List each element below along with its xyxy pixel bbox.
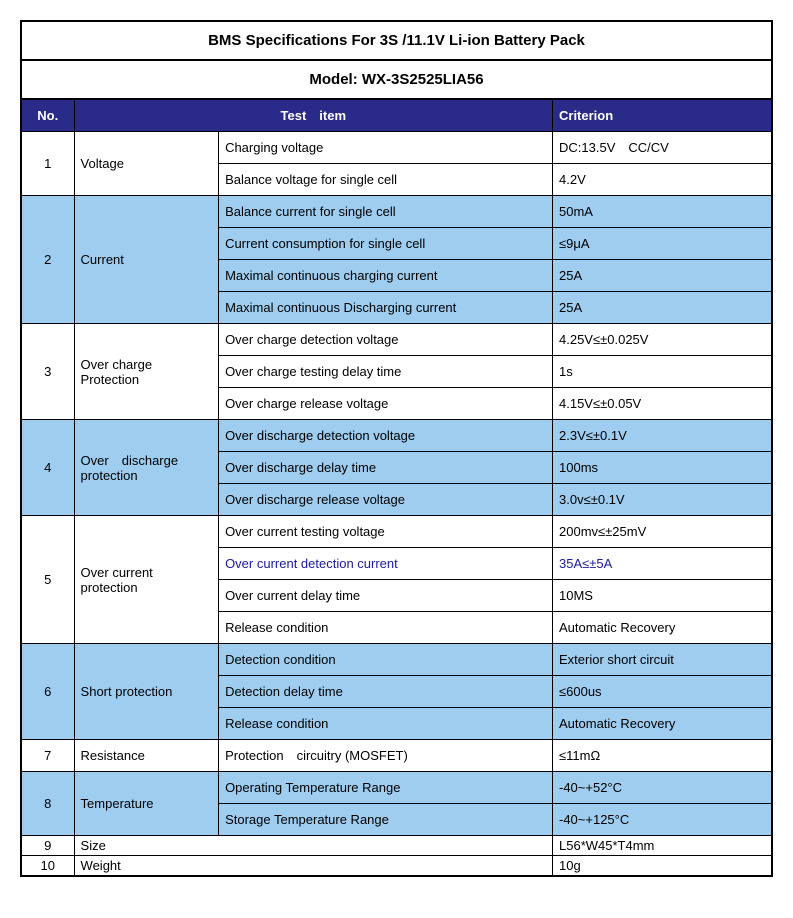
table-row: 10Weight10g [22,856,772,876]
sheet-model: Model: WX-3S2525LIA56 [21,60,772,99]
cell-testitem: Over current testing voltage [219,516,553,548]
cell-testitem: Over charge detection voltage [219,324,553,356]
table-row: 9SizeL56*W45*T4mm [22,836,772,856]
cell-criterion: 10MS [553,580,772,612]
cell-no: 1 [22,132,75,196]
cell-no: 10 [22,856,75,876]
cell-criterion: 200mv≤±25mV [553,516,772,548]
cell-criterion: Automatic Recovery [553,708,772,740]
cell-criterion: 50mA [553,196,772,228]
cell-category: Temperature [74,772,219,836]
header-criterion: Criterion [553,100,772,132]
cell-category: Over charge Protection [74,324,219,420]
cell-category: Weight [74,856,552,876]
cell-testitem: Storage Temperature Range [219,804,553,836]
spec-table: No. Test item Criterion 1VoltageCharging… [21,99,772,876]
cell-testitem: Balance voltage for single cell [219,164,553,196]
table-row: 3Over charge ProtectionOver charge detec… [22,324,772,356]
cell-no: 3 [22,324,75,420]
cell-no: 5 [22,516,75,644]
cell-testitem: Detection condition [219,644,553,676]
cell-testitem: Current consumption for single cell [219,228,553,260]
cell-testitem: Over current detection current [219,548,553,580]
cell-criterion: 10g [553,856,772,876]
cell-no: 7 [22,740,75,772]
cell-criterion: ≤600us [553,676,772,708]
cell-criterion: 1s [553,356,772,388]
cell-criterion: 4.25V≤±0.025V [553,324,772,356]
cell-criterion: 3.0v≤±0.1V [553,484,772,516]
cell-testitem: Over charge release voltage [219,388,553,420]
cell-criterion: 4.15V≤±0.05V [553,388,772,420]
sheet-title: BMS Specifications For 3S /11.1V Li-ion … [21,21,772,60]
cell-criterion: DC:13.5V CC/CV [553,132,772,164]
cell-testitem: Charging voltage [219,132,553,164]
cell-no: 4 [22,420,75,516]
cell-no: 8 [22,772,75,836]
cell-testitem: Over current delay time [219,580,553,612]
cell-no: 9 [22,836,75,856]
cell-criterion: 100ms [553,452,772,484]
cell-no: 6 [22,644,75,740]
cell-criterion: Exterior short circuit [553,644,772,676]
cell-category: Resistance [74,740,219,772]
cell-category: Size [74,836,552,856]
cell-testitem: Balance current for single cell [219,196,553,228]
cell-criterion: ≤11mΩ [553,740,772,772]
table-row: 8TemperatureOperating Temperature Range-… [22,772,772,804]
header-no: No. [22,100,75,132]
cell-criterion: L56*W45*T4mm [553,836,772,856]
table-row: 4Over discharge protectionOver discharge… [22,420,772,452]
table-row: 6Short protectionDetection conditionExte… [22,644,772,676]
cell-criterion: 2.3V≤±0.1V [553,420,772,452]
cell-testitem: Over discharge release voltage [219,484,553,516]
table-row: 7ResistanceProtection circuitry (MOSFET)… [22,740,772,772]
table-row: 5Over current protectionOver current tes… [22,516,772,548]
cell-testitem: Release condition [219,612,553,644]
cell-criterion: 4.2V [553,164,772,196]
cell-criterion: ≤9μA [553,228,772,260]
cell-category: Voltage [74,132,219,196]
header-testitem: Test item [74,100,552,132]
cell-testitem: Maximal continuous Discharging current [219,292,553,324]
spec-sheet: BMS Specifications For 3S /11.1V Li-ion … [20,20,773,877]
cell-category: Over current protection [74,516,219,644]
cell-testitem: Operating Temperature Range [219,772,553,804]
cell-testitem: Over charge testing delay time [219,356,553,388]
cell-category: Current [74,196,219,324]
header-row: No. Test item Criterion [22,100,772,132]
cell-criterion: -40~+125°C [553,804,772,836]
cell-no: 2 [22,196,75,324]
cell-testitem: Release condition [219,708,553,740]
cell-criterion: 25A [553,292,772,324]
cell-category: Short protection [74,644,219,740]
cell-criterion: Automatic Recovery [553,612,772,644]
cell-testitem: Protection circuitry (MOSFET) [219,740,553,772]
cell-testitem: Maximal continuous charging current [219,260,553,292]
cell-criterion: 25A [553,260,772,292]
cell-criterion: 35A≤±5A [553,548,772,580]
cell-testitem: Over discharge detection voltage [219,420,553,452]
cell-testitem: Over discharge delay time [219,452,553,484]
table-row: 2CurrentBalance current for single cell5… [22,196,772,228]
cell-criterion: -40~+52°C [553,772,772,804]
cell-category: Over discharge protection [74,420,219,516]
cell-testitem: Detection delay time [219,676,553,708]
table-row: 1VoltageCharging voltageDC:13.5V CC/CV [22,132,772,164]
